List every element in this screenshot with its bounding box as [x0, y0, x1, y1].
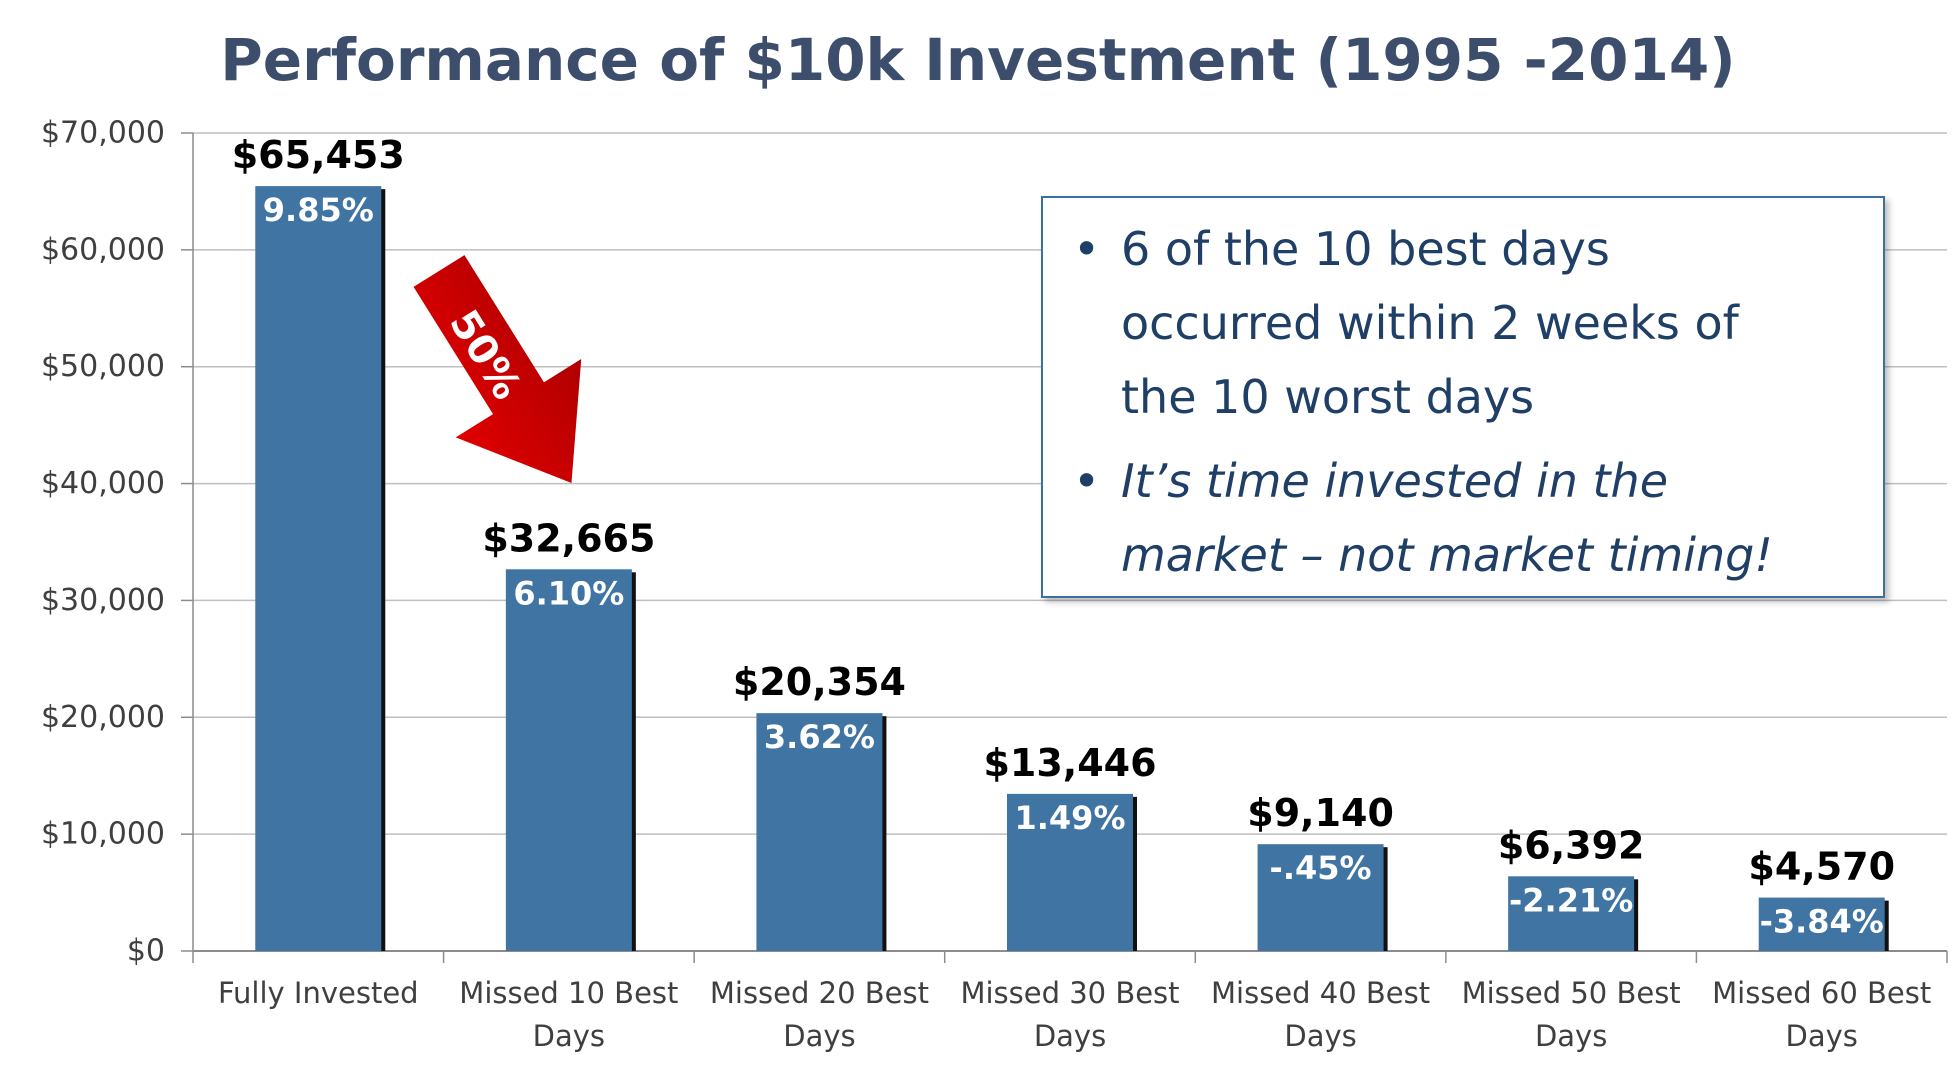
y-tick-label: $30,000 — [41, 583, 165, 618]
callout-bullet-line: It’s time invested in the — [1121, 454, 1668, 508]
y-tick-label: $50,000 — [41, 349, 165, 384]
bar — [1007, 793, 1133, 951]
bar-return-label: -3.84% — [1760, 903, 1884, 941]
callout-bullet-line: market – not market timing! — [1121, 528, 1773, 582]
callout-bullet-2: • It’s time invested in the market – not… — [1073, 444, 1853, 592]
bar — [1257, 844, 1384, 951]
bar — [505, 569, 632, 951]
callout-bullet-1: • 6 of the 10 best days occurred within … — [1073, 212, 1853, 434]
x-tick-label: Days — [1034, 1019, 1106, 1053]
x-tick-label: Missed 40 Best — [1211, 976, 1430, 1010]
bullet-icon: • — [1073, 454, 1101, 508]
bar — [1758, 897, 1885, 951]
bullet-icon: • — [1073, 222, 1101, 276]
callout-bullet-text: 6 of the 10 best days occurred within 2 … — [1121, 222, 1739, 424]
decline-arrow-shape — [413, 255, 582, 484]
bar-return-label: 1.49% — [1014, 799, 1125, 837]
bar — [1508, 876, 1635, 951]
bar — [756, 713, 883, 951]
x-tick-label: Missed 50 Best — [1462, 976, 1681, 1010]
bars: $65,453 9.85% $32,665 6.10% $20,354 3.62% $13,… — [232, 133, 1895, 951]
y-axis-ticks: $0 $10,000 $20,000 $30,000 $40,000 $50,000 $60… — [41, 116, 165, 969]
callout-box: • 6 of the 10 best days occurred within … — [1041, 196, 1885, 598]
x-tick-label: Missed 30 Best — [960, 976, 1179, 1010]
bar-return-label: -.45% — [1270, 849, 1372, 887]
y-tick-label: $40,000 — [41, 466, 165, 501]
bar-value-label: $20,354 — [733, 660, 906, 704]
callout-bullet-line: occurred within 2 weeks of — [1121, 296, 1739, 350]
bar — [255, 186, 382, 951]
y-tick-label: $20,000 — [41, 700, 165, 735]
bar-return-label: -2.21% — [1509, 881, 1633, 919]
callout-bullet-line: 6 of the 10 best days — [1121, 222, 1610, 276]
bar-value-label: $4,570 — [1748, 845, 1895, 889]
chart-title: Performance of $10k Investment (1995 -20… — [220, 26, 1735, 94]
x-tick-label: Days — [783, 1019, 855, 1053]
decline-arrow: 50% — [413, 255, 582, 484]
bar-value-label: $32,665 — [482, 516, 655, 560]
y-tick-label: $60,000 — [41, 232, 165, 267]
callout-bullet-list: • 6 of the 10 best days occurred within … — [1073, 212, 1853, 592]
bar-value-label: $65,453 — [232, 133, 405, 177]
x-tick-label: Missed 60 Best — [1712, 976, 1931, 1010]
bar-value-label: $6,392 — [1498, 823, 1645, 867]
bar-value-label: $9,140 — [1247, 791, 1394, 835]
bar-value-label: $13,446 — [983, 741, 1156, 785]
x-tick-label: Missed 10 Best — [459, 976, 678, 1010]
y-tick-label: $10,000 — [41, 817, 165, 852]
bar-return-label: 9.85% — [263, 191, 374, 229]
x-tick-label: Fully Invested — [218, 976, 419, 1010]
bar-return-label: 3.62% — [764, 718, 875, 756]
callout-bullet-text: It’s time invested in the market – not m… — [1121, 454, 1773, 582]
y-tick-label: $0 — [127, 934, 165, 969]
x-tick-label: Missed 20 Best — [710, 976, 929, 1010]
x-tick-label: Days — [533, 1019, 605, 1053]
x-tick-label: Days — [1535, 1019, 1607, 1053]
bar-return-label: 6.10% — [513, 574, 624, 612]
x-tick-label: Days — [1284, 1019, 1356, 1053]
x-axis-ticks: Fully Invested Missed 10 Best Days Missed 2… — [218, 976, 1931, 1053]
callout-bullet-line: the 10 worst days — [1121, 370, 1535, 424]
x-tick-label: Days — [1786, 1019, 1858, 1053]
y-tick-label: $70,000 — [41, 116, 165, 151]
